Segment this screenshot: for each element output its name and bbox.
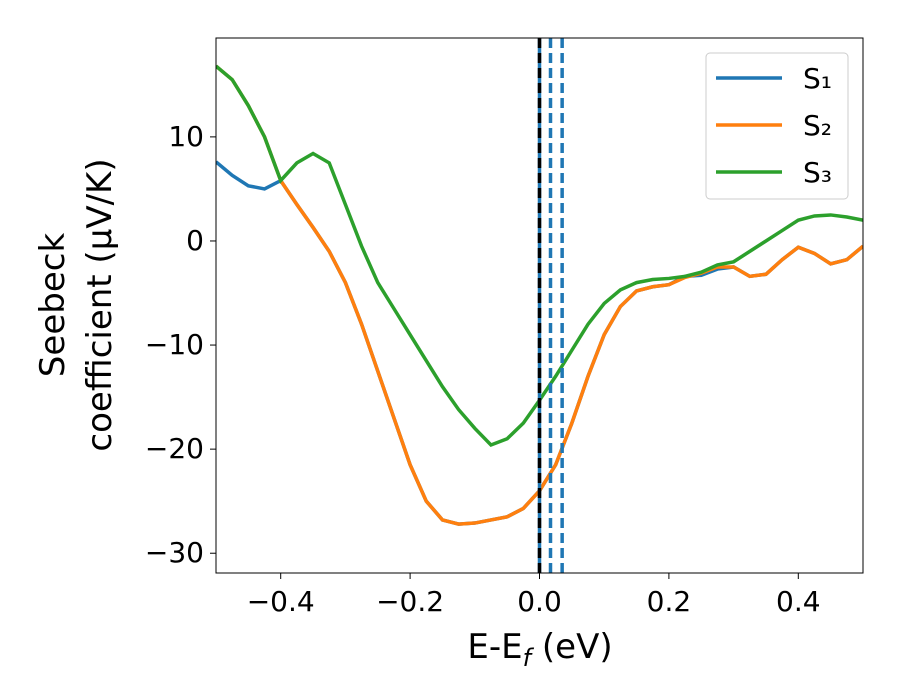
x-tick-label: 0.0 xyxy=(517,585,562,618)
x-tick-label: −0.2 xyxy=(376,585,444,618)
x-tick-label: 0.4 xyxy=(776,585,821,618)
y-axis-label: Seebeck xyxy=(33,233,73,378)
x-tick-label: 0.2 xyxy=(647,585,692,618)
x-label-main: E-E xyxy=(467,627,522,667)
y-tick-label: −30 xyxy=(145,536,204,569)
legend-label: S₃ xyxy=(803,156,832,189)
x-tick-label: −0.4 xyxy=(247,585,315,618)
plot-frame xyxy=(215,37,864,574)
y-tick-label: −10 xyxy=(145,328,204,361)
y-axis-label: coefficient (μV/K) xyxy=(80,158,120,451)
x-axis-label: E-Ef (eV) xyxy=(467,627,612,672)
x-label-unit: (eV) xyxy=(531,627,613,667)
y-tick-label: −20 xyxy=(145,432,204,465)
y-tick-label: 0 xyxy=(186,224,204,257)
legend-label: S₁ xyxy=(803,62,832,95)
legend-label: S₂ xyxy=(803,109,832,142)
y-tick-label: 10 xyxy=(168,120,204,153)
